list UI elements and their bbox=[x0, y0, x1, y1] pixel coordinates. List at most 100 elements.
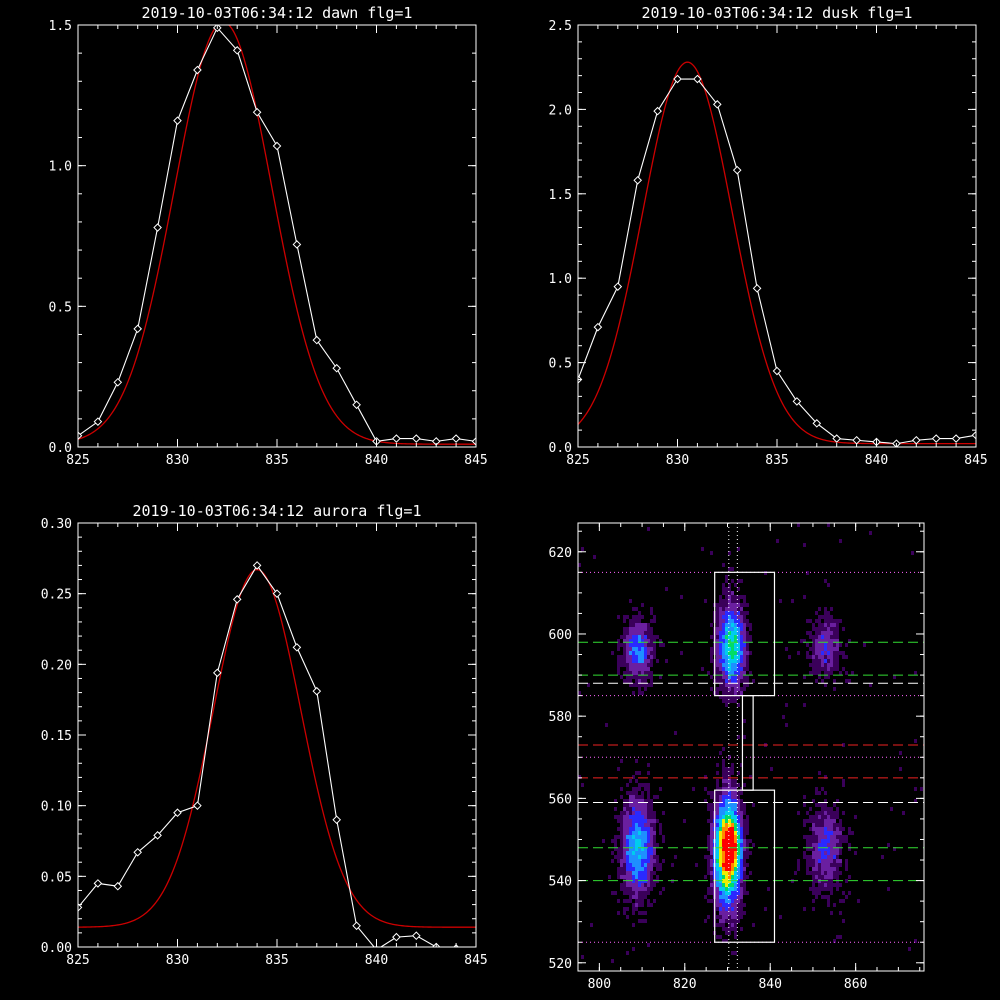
heatmap-pixel bbox=[716, 871, 719, 875]
heatmap-pixel bbox=[824, 835, 827, 839]
heatmap-pixel bbox=[608, 931, 611, 935]
heatmap-pixel bbox=[710, 587, 713, 591]
heatmap-pixel bbox=[680, 715, 683, 719]
heatmap-pixel bbox=[803, 707, 806, 711]
heatmap-pixel bbox=[614, 899, 617, 903]
heatmap-pixel bbox=[857, 899, 860, 903]
heatmap-pixel bbox=[623, 623, 626, 627]
heatmap-pixel bbox=[815, 843, 818, 847]
heatmap-pixel bbox=[770, 907, 773, 911]
y-tick-label: 0.0 bbox=[549, 441, 572, 456]
heatmap-pixel bbox=[791, 611, 794, 615]
heatmap-pixel bbox=[908, 891, 911, 895]
heatmap-pixel bbox=[842, 943, 845, 947]
heatmap-pixel bbox=[773, 731, 776, 735]
heatmap-pixel bbox=[632, 927, 635, 931]
heatmap-pixel bbox=[878, 579, 881, 583]
heatmap-pixel bbox=[659, 883, 662, 887]
heatmap-pixel bbox=[740, 691, 743, 695]
heatmap-pixel bbox=[812, 855, 815, 859]
heatmap-pixel bbox=[836, 851, 839, 855]
heatmap-pixel bbox=[845, 807, 848, 811]
heatmap-pixel bbox=[647, 807, 650, 811]
heatmap-pixel bbox=[602, 675, 605, 679]
y-tick-label: 0.0 bbox=[49, 441, 72, 456]
heatmap-pixel bbox=[662, 875, 665, 879]
heatmap-pixel bbox=[629, 835, 632, 839]
heatmap-pixel bbox=[827, 739, 830, 743]
heatmap-pixel bbox=[737, 851, 740, 855]
heatmap-pixel bbox=[584, 755, 587, 759]
heatmap-pixel bbox=[872, 607, 875, 611]
heatmap-pixel bbox=[920, 607, 923, 611]
heatmap-pixel bbox=[701, 935, 704, 939]
heatmap-pixel bbox=[623, 735, 626, 739]
heatmap-pixel bbox=[734, 751, 737, 755]
heatmap-pixel bbox=[749, 643, 752, 647]
heatmap-pixel bbox=[734, 699, 737, 703]
heatmap-pixel bbox=[824, 823, 827, 827]
heatmap-pixel bbox=[809, 875, 812, 879]
heatmap-pixel bbox=[824, 803, 827, 807]
heatmap-pixel bbox=[626, 967, 629, 971]
data-point bbox=[832, 434, 842, 443]
heatmap-pixel bbox=[914, 627, 917, 631]
heatmap-pixel bbox=[650, 811, 653, 815]
heatmap-pixel bbox=[659, 527, 662, 531]
heatmap-pixel bbox=[815, 931, 818, 935]
heatmap-pixel bbox=[719, 895, 722, 899]
heatmap-pixel bbox=[749, 907, 752, 911]
heatmap-pixel bbox=[650, 839, 653, 843]
heatmap-pixel bbox=[641, 651, 644, 655]
heatmap-pixel bbox=[614, 547, 617, 551]
heatmap-pixel bbox=[830, 663, 833, 667]
heatmap-pixel bbox=[746, 699, 749, 703]
heatmap-pixel bbox=[680, 631, 683, 635]
heatmap-pixel bbox=[644, 883, 647, 887]
heatmap-pixel bbox=[818, 679, 821, 683]
heatmap-pixel bbox=[818, 647, 821, 651]
heatmap-pixel bbox=[647, 595, 650, 599]
heatmap-pixel bbox=[734, 615, 737, 619]
heatmap-pixel bbox=[866, 907, 869, 911]
heatmap-pixel bbox=[623, 739, 626, 743]
heatmap-pixel bbox=[752, 531, 755, 535]
heatmap-pixel bbox=[596, 691, 599, 695]
heatmap-pixel bbox=[638, 783, 641, 787]
heatmap-pixel bbox=[911, 955, 914, 959]
heatmap-pixel bbox=[683, 883, 686, 887]
heatmap-pixel bbox=[896, 911, 899, 915]
heatmap-pixel bbox=[632, 579, 635, 583]
heatmap-pixel bbox=[854, 779, 857, 783]
heatmap-pixel bbox=[887, 839, 890, 843]
heatmap-pixel bbox=[821, 851, 824, 855]
heatmap-pixel bbox=[659, 963, 662, 967]
data-point bbox=[292, 240, 302, 249]
heatmap-pixel bbox=[677, 899, 680, 903]
heatmap-pixel bbox=[722, 791, 725, 795]
heatmap-pixel bbox=[698, 523, 701, 527]
heatmap-pixel bbox=[629, 891, 632, 895]
heatmap-pixel bbox=[872, 859, 875, 863]
heatmap-pixel bbox=[764, 779, 767, 783]
heatmap-pixel bbox=[632, 763, 635, 767]
heatmap-pixel bbox=[641, 919, 644, 923]
heatmap-pixel bbox=[821, 795, 824, 799]
heatmap-pixel bbox=[845, 751, 848, 755]
heatmap-pixel bbox=[623, 827, 626, 831]
heatmap-pixel bbox=[644, 695, 647, 699]
heatmap-pixel bbox=[737, 531, 740, 535]
heatmap-pixel bbox=[707, 603, 710, 607]
heatmap-pixel bbox=[707, 887, 710, 891]
heatmap-pixel bbox=[734, 795, 737, 799]
heatmap-pixel bbox=[899, 951, 902, 955]
heatmap-pixel bbox=[761, 735, 764, 739]
data-point bbox=[613, 282, 623, 291]
heatmap-pixel bbox=[743, 603, 746, 607]
heatmap-pixel bbox=[818, 675, 821, 679]
heatmap-pixel bbox=[722, 747, 725, 751]
heatmap-pixel bbox=[716, 859, 719, 863]
heatmap-pixel bbox=[860, 731, 863, 735]
heatmap-pixel bbox=[848, 719, 851, 723]
heatmap-pixel bbox=[701, 671, 704, 675]
